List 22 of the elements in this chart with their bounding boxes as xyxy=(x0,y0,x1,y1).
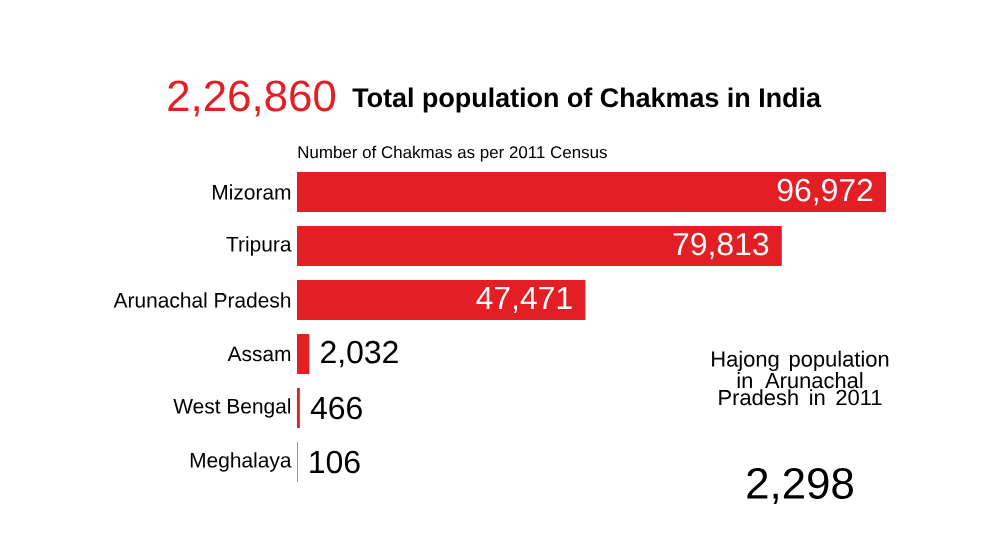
text: 2,26,860 xyxy=(168,80,336,117)
chart-subtitle: Number of Chakmas as per 2011 Census xyxy=(298,145,607,162)
data-label: 466 xyxy=(310,396,362,420)
annotation: 2,298 xyxy=(747,467,853,505)
y-tick-label: Meghalaya xyxy=(190,452,292,472)
data-label: 96,972 xyxy=(777,178,873,206)
data-label: 79,813 xyxy=(673,232,769,260)
y-tick-label: Arunachal Pradesh xyxy=(113,292,291,308)
y-tick-label: Tripura xyxy=(226,236,292,256)
data-label: 2,032 xyxy=(321,340,398,368)
bar xyxy=(297,279,586,320)
y-tick-label: Mizoram xyxy=(213,184,291,200)
y-tick-label: West Bengal xyxy=(173,398,291,418)
data-label: 47,471 xyxy=(476,286,572,313)
data-label: 106 xyxy=(310,450,360,474)
bar xyxy=(297,387,300,428)
chart-title: Total population of Chakmas in India xyxy=(352,87,822,113)
bar xyxy=(297,171,886,212)
bar xyxy=(297,333,310,374)
annotation: Hajong population in Arunachal Pradesh in 2011 xyxy=(712,350,889,406)
bar xyxy=(297,225,782,266)
y-tick-label: Assam xyxy=(227,346,291,362)
